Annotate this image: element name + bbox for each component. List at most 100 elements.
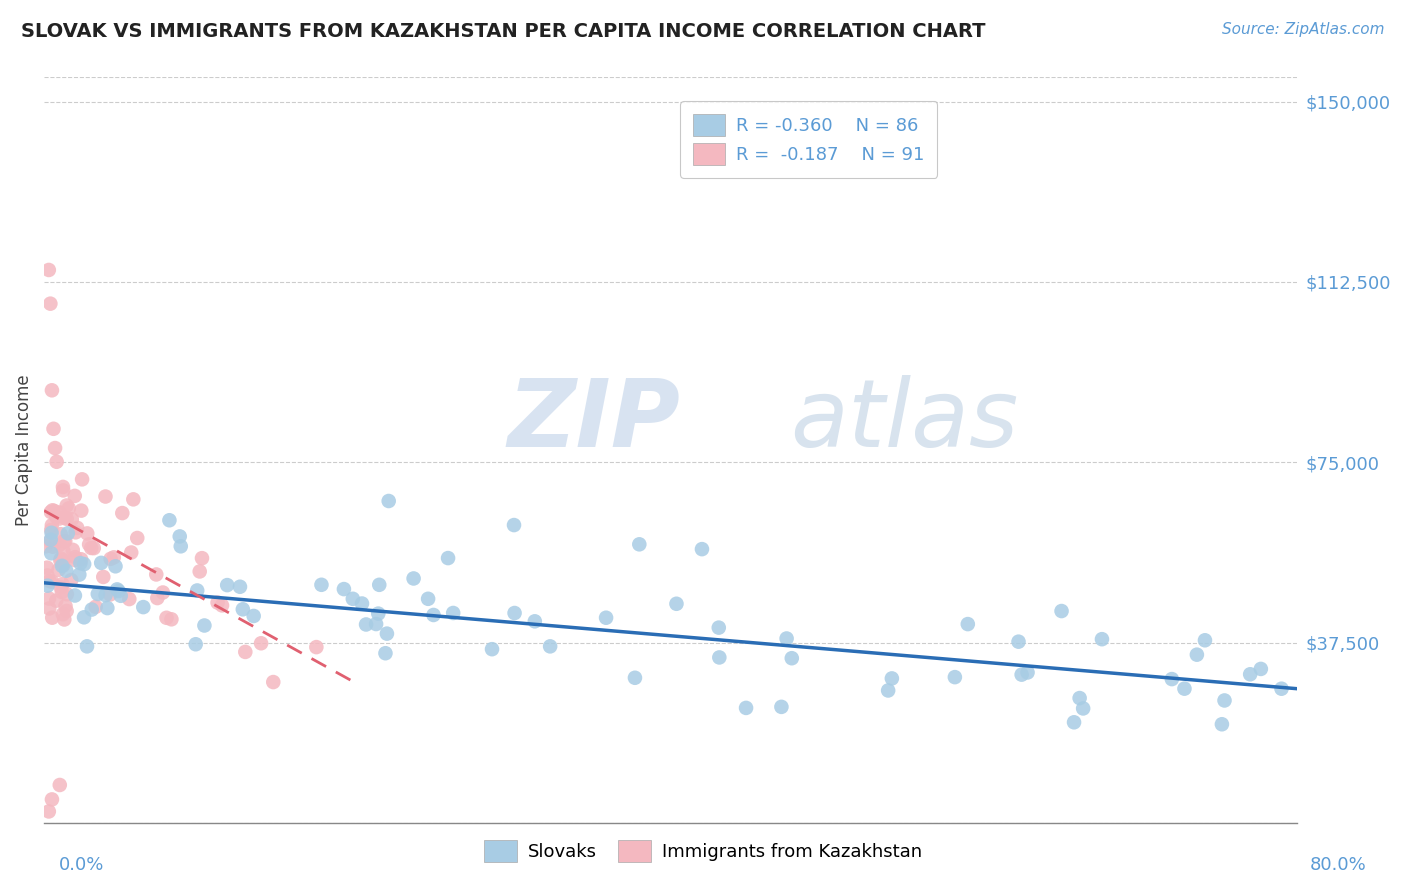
Text: SLOVAK VS IMMIGRANTS FROM KAZAKHSTAN PER CAPITA INCOME CORRELATION CHART: SLOVAK VS IMMIGRANTS FROM KAZAKHSTAN PER… bbox=[21, 22, 986, 41]
Point bbox=[42, 422, 65, 436]
Point bbox=[1270, 681, 1292, 696]
Point bbox=[690, 542, 713, 557]
Point bbox=[41, 525, 63, 540]
Point bbox=[90, 556, 112, 570]
Point bbox=[39, 533, 62, 547]
Point bbox=[132, 600, 155, 615]
Point bbox=[735, 701, 758, 715]
Point bbox=[1239, 667, 1261, 681]
Point bbox=[55, 604, 77, 618]
Point bbox=[160, 612, 183, 626]
Point bbox=[377, 494, 399, 508]
Point bbox=[38, 805, 60, 819]
Point bbox=[1063, 715, 1085, 730]
Point bbox=[104, 559, 127, 574]
Point bbox=[56, 526, 79, 541]
Point bbox=[98, 587, 121, 601]
Point bbox=[342, 591, 364, 606]
Point bbox=[62, 542, 84, 557]
Point bbox=[103, 550, 125, 565]
Point bbox=[48, 537, 70, 551]
Point bbox=[1250, 662, 1272, 676]
Point bbox=[70, 503, 93, 517]
Point bbox=[1071, 701, 1094, 715]
Point bbox=[35, 539, 58, 553]
Point bbox=[63, 489, 86, 503]
Point bbox=[55, 499, 77, 513]
Point bbox=[145, 567, 167, 582]
Point bbox=[375, 626, 398, 640]
Point bbox=[191, 551, 214, 566]
Point bbox=[41, 384, 63, 398]
Text: Source: ZipAtlas.com: Source: ZipAtlas.com bbox=[1222, 22, 1385, 37]
Point bbox=[707, 621, 730, 635]
Point bbox=[155, 611, 177, 625]
Point bbox=[943, 670, 966, 684]
Point bbox=[709, 650, 731, 665]
Y-axis label: Per Capita Income: Per Capita Income bbox=[15, 375, 32, 526]
Point bbox=[628, 537, 651, 551]
Point bbox=[53, 534, 76, 549]
Point bbox=[262, 675, 284, 690]
Point bbox=[63, 553, 86, 567]
Point bbox=[77, 537, 100, 551]
Point bbox=[41, 574, 63, 589]
Point bbox=[44, 504, 66, 518]
Text: atlas: atlas bbox=[790, 376, 1018, 467]
Point bbox=[65, 525, 87, 540]
Point bbox=[207, 596, 229, 610]
Point bbox=[780, 651, 803, 665]
Point bbox=[60, 512, 83, 526]
Point bbox=[665, 597, 688, 611]
Point bbox=[157, 513, 180, 527]
Point bbox=[51, 577, 73, 591]
Point bbox=[87, 587, 110, 601]
Point bbox=[1213, 693, 1236, 707]
Point bbox=[880, 672, 903, 686]
Text: ZIP: ZIP bbox=[508, 375, 681, 467]
Point bbox=[80, 602, 103, 616]
Point bbox=[127, 531, 149, 545]
Point bbox=[38, 574, 60, 588]
Point bbox=[63, 589, 86, 603]
Point bbox=[170, 539, 193, 553]
Point bbox=[70, 472, 93, 486]
Point bbox=[42, 540, 65, 554]
Point bbox=[45, 510, 67, 524]
Point bbox=[55, 512, 77, 526]
Point bbox=[48, 563, 70, 577]
Point bbox=[49, 551, 72, 566]
Point bbox=[118, 592, 141, 607]
Point bbox=[83, 541, 105, 555]
Point bbox=[437, 551, 460, 566]
Point bbox=[110, 589, 132, 603]
Point bbox=[45, 455, 67, 469]
Point bbox=[73, 557, 96, 571]
Point bbox=[76, 526, 98, 541]
Point bbox=[211, 599, 233, 613]
Point bbox=[53, 612, 76, 626]
Point bbox=[49, 506, 72, 520]
Point bbox=[595, 611, 617, 625]
Point bbox=[100, 551, 122, 566]
Point bbox=[364, 617, 387, 632]
Point bbox=[76, 640, 98, 654]
Point bbox=[217, 578, 239, 592]
Point bbox=[38, 601, 60, 615]
Point bbox=[416, 591, 439, 606]
Point bbox=[52, 558, 75, 573]
Point bbox=[38, 591, 60, 606]
Point bbox=[1069, 691, 1091, 706]
Point bbox=[53, 510, 76, 524]
Point bbox=[1185, 648, 1208, 662]
Point bbox=[49, 527, 72, 541]
Point bbox=[49, 778, 72, 792]
Point bbox=[41, 792, 63, 806]
Point bbox=[84, 599, 107, 614]
Point bbox=[1017, 665, 1039, 680]
Point bbox=[146, 591, 169, 605]
Point bbox=[55, 564, 77, 578]
Point bbox=[122, 492, 145, 507]
Point bbox=[120, 545, 142, 559]
Point bbox=[193, 618, 215, 632]
